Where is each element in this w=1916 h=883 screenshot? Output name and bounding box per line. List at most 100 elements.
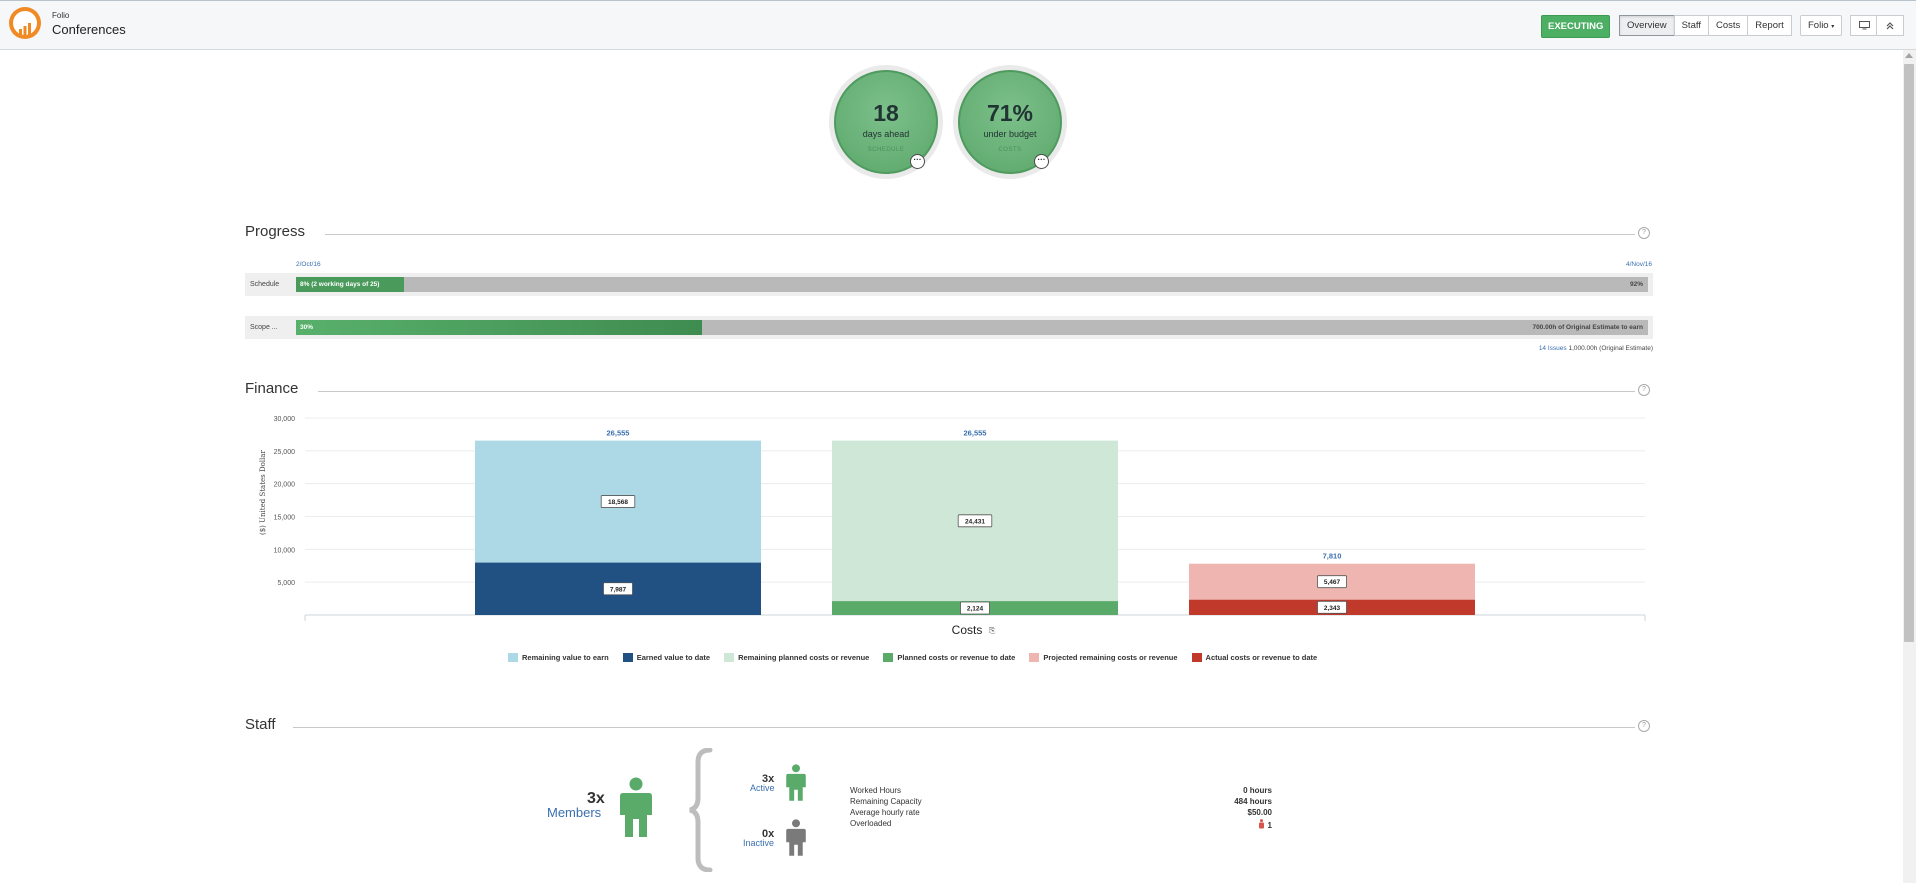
remaining-capacity-label: Remaining Capacity bbox=[850, 797, 922, 806]
overloaded-value[interactable]: 1 bbox=[1258, 819, 1272, 830]
legend-item[interactable]: Actual costs or revenue to date bbox=[1191, 653, 1318, 662]
members-label[interactable]: Members bbox=[547, 805, 602, 820]
more-options-icon[interactable]: ··· bbox=[910, 154, 925, 169]
data-label: 18,568 bbox=[608, 499, 628, 506]
costs-kpi: 71% under budget COSTS ··· bbox=[953, 65, 1067, 179]
inactive-person-icon bbox=[786, 819, 806, 856]
workspace-name[interactable]: Folio bbox=[52, 11, 70, 20]
brace-icon bbox=[689, 748, 713, 872]
tab-costs[interactable]: Costs bbox=[1707, 15, 1749, 36]
bar-segment bbox=[475, 562, 761, 615]
data-label-box bbox=[603, 582, 633, 596]
active-label[interactable]: Active bbox=[750, 783, 775, 793]
status-badge: EXECUTING bbox=[1541, 15, 1611, 38]
double-chevron-up-icon bbox=[1886, 21, 1894, 29]
y-tick-label: 20,000 bbox=[274, 482, 296, 489]
present-button[interactable] bbox=[1850, 15, 1878, 36]
bar-segment bbox=[1189, 563, 1475, 600]
help-icon[interactable]: ? bbox=[1638, 720, 1650, 732]
legend-item[interactable]: Earned value to date bbox=[622, 653, 711, 662]
folio-menu-button[interactable]: Folio ▾ bbox=[1800, 15, 1843, 36]
legend-item[interactable]: Projected remaining costs or revenue bbox=[1029, 653, 1178, 662]
legend-item[interactable]: Planned costs or revenue to date bbox=[883, 653, 1015, 662]
bar-segment bbox=[475, 440, 761, 563]
y-tick-label: 25,000 bbox=[274, 449, 296, 456]
tab-staff[interactable]: Staff bbox=[1673, 15, 1709, 36]
collapse-button[interactable] bbox=[1876, 15, 1904, 36]
caret-down-icon: ▾ bbox=[1831, 24, 1835, 30]
scope-progress-label: Scope ... bbox=[250, 324, 278, 331]
schedule-kpi-value: 18 bbox=[873, 100, 899, 126]
scroll-up-arrow-icon[interactable] bbox=[1905, 53, 1913, 58]
legend-label: Remaining planned costs or revenue bbox=[738, 653, 870, 662]
legend-swatch bbox=[883, 653, 894, 662]
legend-label: Planned costs or revenue to date bbox=[897, 653, 1016, 662]
data-label: 2,124 bbox=[967, 606, 984, 613]
data-label-box bbox=[957, 514, 993, 528]
schedule-kpi-category: SCHEDULE bbox=[867, 147, 905, 153]
x-axis-label: Costs bbox=[952, 623, 983, 637]
section-divider bbox=[325, 234, 1635, 235]
legend-label: Actual costs or revenue to date bbox=[1205, 653, 1318, 662]
remaining-capacity-value: 484 hours bbox=[1234, 797, 1272, 806]
section-divider bbox=[293, 727, 1635, 728]
scrollbar-thumb[interactable] bbox=[1904, 64, 1914, 642]
monitor-icon bbox=[1858, 21, 1870, 30]
tab-overview[interactable]: Overview bbox=[1619, 15, 1675, 36]
costs-kpi-value: 71% bbox=[986, 100, 1034, 126]
overloaded-person-icon bbox=[1259, 819, 1265, 829]
legend-label: Earned value to date bbox=[636, 653, 711, 662]
data-label-box bbox=[1317, 600, 1347, 614]
y-tick-label: 15,000 bbox=[274, 515, 296, 522]
person-icon bbox=[620, 777, 652, 837]
average-hourly-rate-value: $50.00 bbox=[1247, 808, 1272, 817]
more-options-icon[interactable]: ··· bbox=[1034, 154, 1049, 169]
worked-hours-value: 0 hours bbox=[1243, 786, 1272, 795]
tab-report[interactable]: Report bbox=[1747, 15, 1792, 36]
average-hourly-rate-label: Average hourly rate bbox=[850, 808, 920, 817]
finance-section-title: Finance bbox=[245, 380, 299, 397]
app-logo[interactable] bbox=[9, 7, 41, 39]
app-header: Folio Conferences EXECUTING Overview Sta… bbox=[0, 1, 1916, 50]
bar-total-label: 26,555 bbox=[607, 429, 630, 438]
scope-progress-bar: 30% 700.00h of Original Estimate to earn bbox=[296, 320, 1648, 335]
data-label: 24,431 bbox=[965, 518, 985, 525]
overloaded-label: Overloaded bbox=[850, 819, 892, 828]
schedule-kpi: 18 days ahead SCHEDULE ··· bbox=[829, 65, 943, 179]
schedule-progress-row: Schedule 8% (2 working days of 25) 92% bbox=[245, 273, 1653, 296]
legend-swatch bbox=[1191, 653, 1202, 662]
original-estimate-text: 1,000.00h (Original Estimate) bbox=[1568, 345, 1653, 352]
data-label-box bbox=[600, 495, 636, 508]
staff-section-title: Staff bbox=[245, 716, 276, 733]
schedule-progress-label: Schedule bbox=[250, 281, 280, 288]
schedule-progress-fill bbox=[296, 277, 405, 292]
active-person-icon bbox=[786, 764, 806, 801]
help-icon[interactable]: ? bbox=[1638, 227, 1650, 239]
folio-menu-label: Folio bbox=[1808, 20, 1829, 31]
data-label-box bbox=[960, 601, 990, 615]
bar-total-label: 26,555 bbox=[964, 429, 987, 438]
y-axis-title: ($) United States Dollar bbox=[259, 450, 267, 535]
issues-link[interactable]: 14 Issues bbox=[1538, 345, 1567, 352]
chart-legend: Remaining value to earn Earned value to … bbox=[508, 653, 1331, 662]
progress-section-title: Progress bbox=[245, 223, 306, 240]
export-chart-icon: ⎘ bbox=[989, 626, 996, 635]
data-label: 5,467 bbox=[1324, 579, 1341, 586]
inactive-label[interactable]: Inactive bbox=[743, 838, 775, 848]
worked-hours-label: Worked Hours bbox=[850, 786, 901, 795]
scope-remaining-text: 700.00h of Original Estimate to earn bbox=[1532, 324, 1643, 331]
section-divider bbox=[318, 391, 1635, 392]
legend-item[interactable]: Remaining planned costs or revenue bbox=[724, 653, 869, 662]
scope-progress-text: 30% bbox=[300, 324, 314, 331]
legend-swatch bbox=[508, 653, 518, 662]
data-label: 7,987 bbox=[610, 586, 627, 593]
costs-kpi-category: COSTS bbox=[998, 147, 1022, 153]
scope-progress-row: Scope ... 30% 700.00h of Original Estima… bbox=[245, 316, 1653, 339]
bar-chart-icon bbox=[19, 23, 31, 35]
help-icon[interactable]: ? bbox=[1638, 384, 1650, 396]
bar-segment bbox=[1189, 599, 1475, 615]
legend-swatch bbox=[1029, 653, 1040, 662]
schedule-progress-bar: 8% (2 working days of 25) 92% bbox=[296, 277, 1648, 292]
bar-total-label: 7,810 bbox=[1323, 552, 1342, 561]
legend-item[interactable]: Remaining value to earn bbox=[508, 653, 609, 662]
